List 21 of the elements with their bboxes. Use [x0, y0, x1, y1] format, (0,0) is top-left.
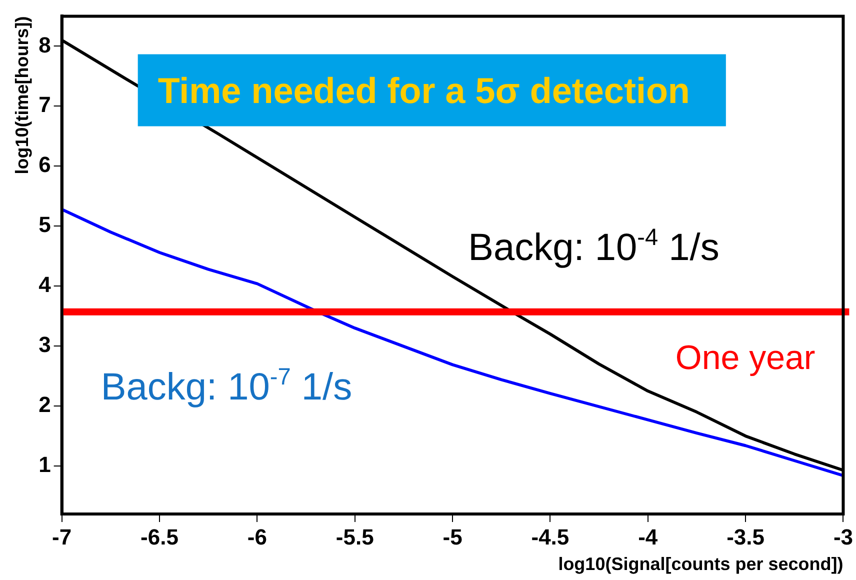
x-tick-label: -5	[442, 524, 462, 550]
y-tick-label: 3	[38, 332, 51, 358]
y-tick-label: 4	[38, 272, 52, 298]
x-tick-label: -7	[52, 524, 72, 550]
x-tick-label: -3	[833, 524, 853, 550]
x-tick-label: -3.5	[726, 524, 765, 550]
y-tick-label: 1	[38, 452, 51, 478]
x-tick-label: -5.5	[336, 524, 374, 550]
y-axis-title: log10(time[hours])	[12, 16, 32, 174]
y-tick-label: 8	[38, 32, 51, 58]
x-axis-title: log10(Signal[counts per second])	[558, 554, 844, 574]
y-tick-label: 6	[38, 152, 51, 178]
y-tick-label: 2	[38, 392, 51, 418]
y-tick-label: 5	[38, 212, 51, 238]
text: Time needed for a 5σ detection	[158, 70, 690, 112]
ref-line-label: One year	[675, 338, 816, 377]
x-tick-label: -6	[247, 524, 267, 550]
x-tick-label: -6.5	[140, 524, 178, 550]
x-tick-label: -4.5	[531, 524, 570, 550]
x-tick-label: -4	[638, 524, 658, 550]
y-tick-label: 7	[38, 92, 51, 118]
